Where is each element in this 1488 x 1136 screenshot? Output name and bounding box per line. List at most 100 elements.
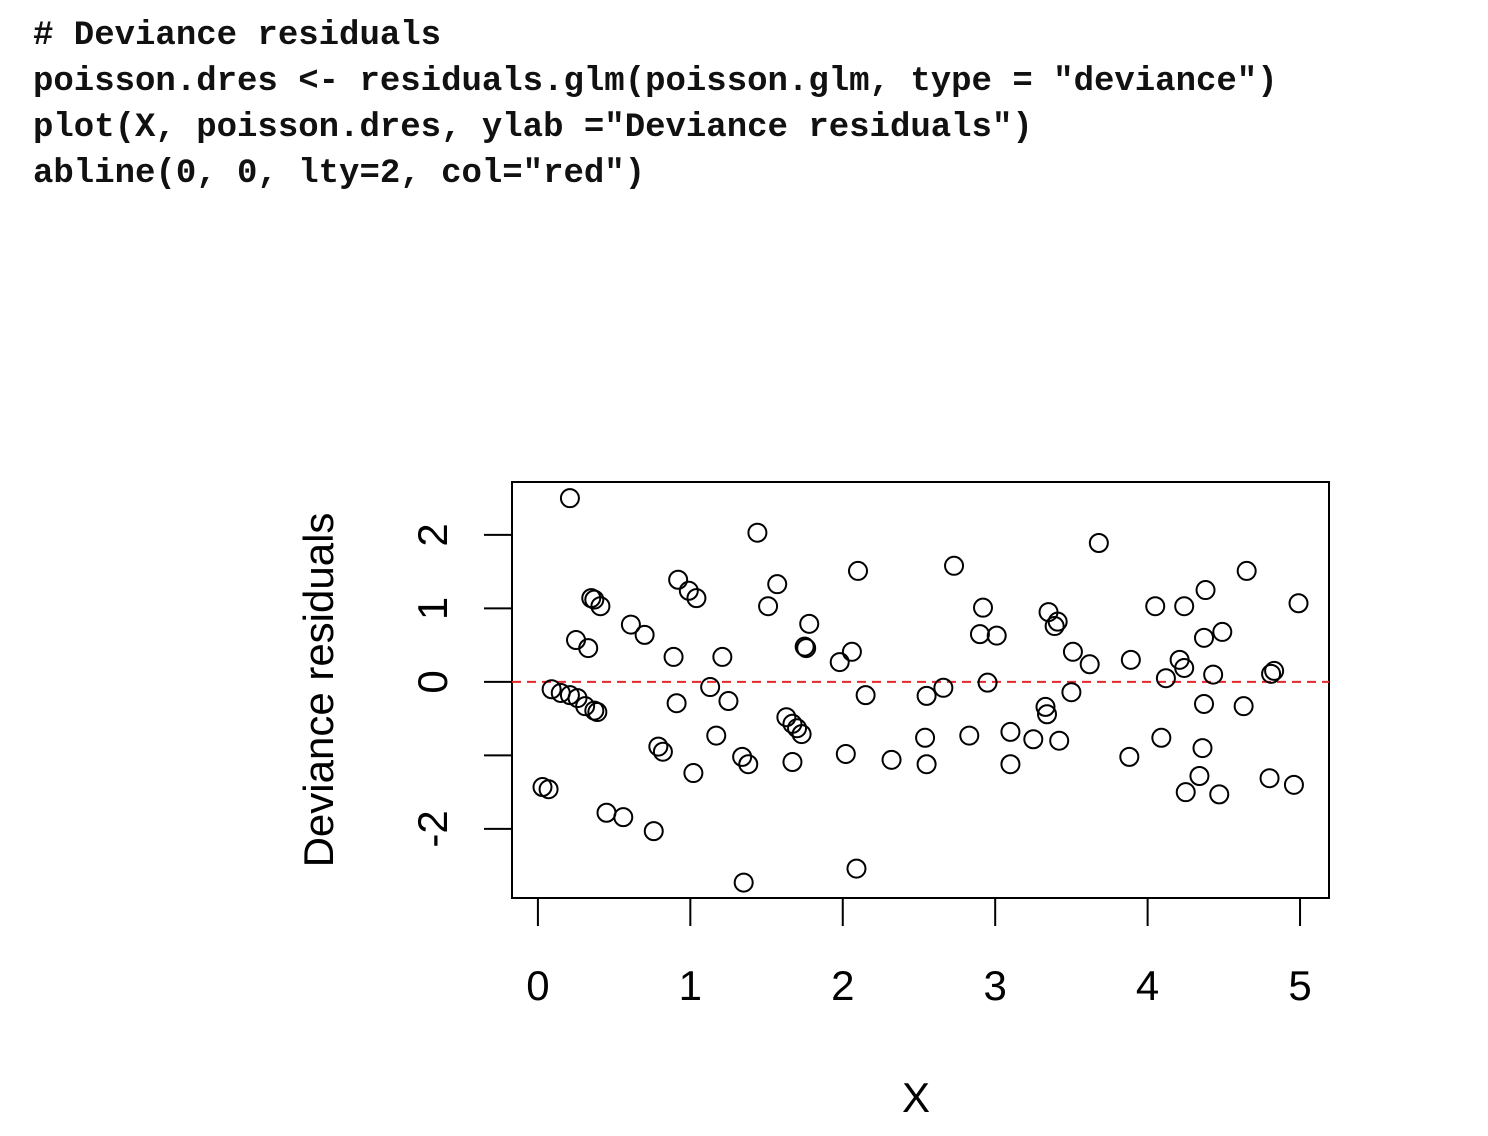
point <box>782 752 803 773</box>
point <box>1203 664 1224 685</box>
point <box>587 702 608 723</box>
point <box>881 749 902 770</box>
point <box>829 652 850 673</box>
point <box>1236 560 1257 581</box>
point <box>1047 611 1068 632</box>
point <box>706 725 727 746</box>
point <box>972 597 993 618</box>
point <box>915 727 936 748</box>
code-line: poisson.dres <- residuals.glm(poisson.gl… <box>33 63 1278 101</box>
point <box>1145 596 1166 617</box>
point <box>686 588 707 609</box>
point <box>776 707 797 728</box>
point <box>683 763 704 784</box>
point <box>1174 596 1195 617</box>
point <box>1288 593 1309 614</box>
point <box>718 691 739 712</box>
point <box>1233 696 1254 717</box>
y-tick-label: 1 <box>409 597 456 620</box>
point <box>1174 657 1195 678</box>
point <box>700 677 721 698</box>
point <box>977 672 998 693</box>
point <box>652 741 673 762</box>
point <box>916 754 937 775</box>
point <box>590 596 611 617</box>
point <box>578 638 599 659</box>
x-tick-label: 2 <box>831 962 854 1009</box>
point <box>796 638 817 659</box>
point <box>1155 668 1176 689</box>
x-tick-label: 3 <box>984 962 1007 1009</box>
point <box>663 646 684 667</box>
point <box>1195 580 1216 601</box>
point <box>1000 754 1021 775</box>
point <box>1194 693 1215 714</box>
point <box>986 625 1007 646</box>
point <box>1259 768 1280 789</box>
point <box>1037 704 1058 725</box>
point <box>559 488 580 509</box>
x-tick-label: 4 <box>1136 962 1159 1009</box>
y-tick-label: -2 <box>409 810 456 847</box>
point <box>668 569 689 590</box>
point <box>1209 784 1230 805</box>
point <box>643 821 664 842</box>
point <box>1023 729 1044 750</box>
x-tick-label: 5 <box>1288 962 1311 1009</box>
point <box>758 596 779 617</box>
point <box>1044 616 1065 637</box>
point <box>1062 641 1083 662</box>
point <box>841 641 862 662</box>
point <box>648 736 669 757</box>
point <box>1000 721 1021 742</box>
point <box>1264 660 1285 681</box>
point <box>738 754 759 775</box>
point <box>1088 533 1109 554</box>
point <box>846 858 867 879</box>
point <box>1192 738 1213 759</box>
point <box>1119 746 1140 767</box>
x-axis-label: X <box>902 1074 930 1121</box>
point <box>538 779 559 800</box>
point <box>1194 627 1215 648</box>
point <box>584 589 605 610</box>
point <box>1061 682 1082 703</box>
x-tick-label: 0 <box>526 962 549 1009</box>
point <box>733 872 754 893</box>
point <box>848 560 869 581</box>
point <box>767 574 788 595</box>
point <box>1175 782 1196 803</box>
point <box>835 743 856 764</box>
point <box>541 679 562 700</box>
point <box>1261 663 1282 684</box>
point <box>634 624 655 645</box>
point <box>666 693 687 714</box>
code-line: plot(X, poisson.dres, ylab ="Deviance re… <box>33 109 1033 147</box>
point <box>712 646 733 667</box>
x-tick-label: 1 <box>679 962 702 1009</box>
code-line: abline(0, 0, lty=2, col="red") <box>33 155 645 193</box>
point <box>959 725 980 746</box>
point <box>620 614 641 635</box>
point <box>1212 621 1233 642</box>
point <box>613 807 634 828</box>
y-tick-label: 2 <box>409 523 456 546</box>
point <box>678 580 699 601</box>
point <box>1120 649 1141 670</box>
point <box>787 718 808 739</box>
point <box>969 624 990 645</box>
point <box>799 613 820 634</box>
point <box>1283 774 1304 795</box>
point <box>1049 730 1070 751</box>
code-line: # Deviance residuals <box>33 17 441 55</box>
point <box>791 724 812 745</box>
point <box>794 636 815 657</box>
point <box>747 522 768 543</box>
point <box>933 677 954 698</box>
point <box>575 696 596 717</box>
point <box>1079 654 1100 675</box>
y-axis-label: Deviance residuals <box>295 513 342 868</box>
point <box>1189 765 1210 786</box>
